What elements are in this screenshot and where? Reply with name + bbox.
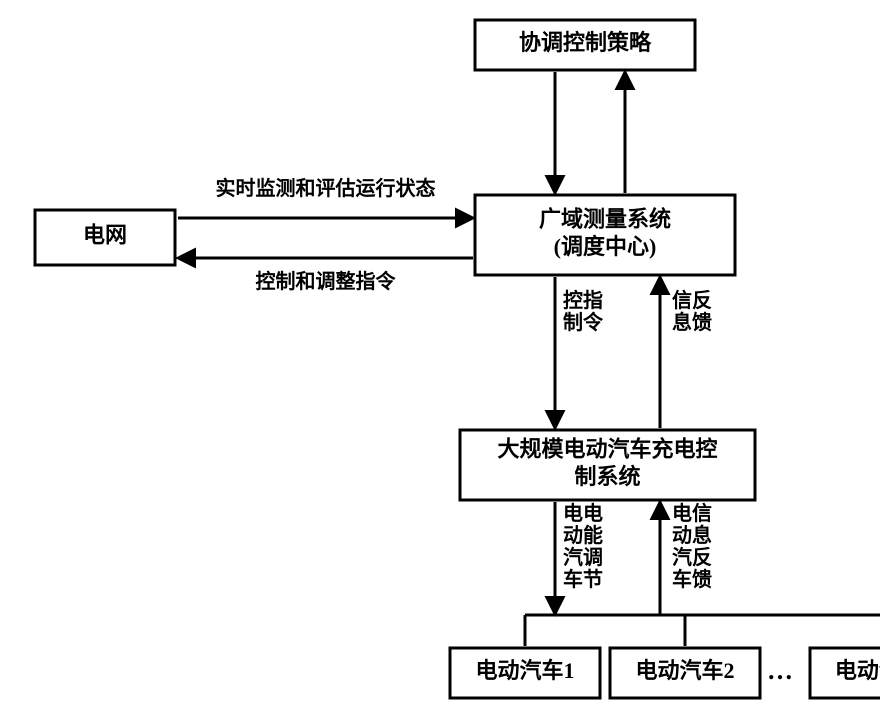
node-ev2: 电动汽车2 <box>610 648 760 698</box>
svg-text:电动汽车n: 电动汽车n <box>835 658 880 683</box>
label-dispatch-to-control: 控制指令 <box>563 288 604 334</box>
label-control-to-bus: 电动汽车 电能调节 <box>563 502 603 591</box>
svg-text:汽: 汽 <box>563 545 583 569</box>
node-grid: 电网 <box>35 210 175 265</box>
svg-text:电: 电 <box>583 502 603 525</box>
svg-text:指: 指 <box>583 288 603 312</box>
label-bus-to-control: 电动汽车 信息反馈 <box>672 501 712 591</box>
node-strategy: 协调控制策略 <box>475 20 695 70</box>
svg-text:电动汽车2: 电动汽车2 <box>635 658 734 683</box>
svg-text:汽: 汽 <box>672 545 692 569</box>
svg-text:电: 电 <box>672 502 692 525</box>
svg-text:广域测量系统: 广域测量系统 <box>539 206 671 231</box>
svg-text:控: 控 <box>563 288 583 312</box>
svg-text:电网: 电网 <box>83 223 127 248</box>
svg-text:大规模电动汽车充电控: 大规模电动汽车充电控 <box>497 436 717 461</box>
svg-text:息: 息 <box>692 523 712 547</box>
svg-text:息: 息 <box>672 310 692 334</box>
svg-text:信: 信 <box>672 288 692 312</box>
svg-text:制: 制 <box>563 311 583 334</box>
svg-text:信: 信 <box>692 501 712 525</box>
ellipsis: … <box>767 656 793 685</box>
node-ev1: 电动汽车1 <box>450 648 600 698</box>
svg-text:(调度中心): (调度中心) <box>554 234 657 259</box>
node-control: 大规模电动汽车充电控制系统 <box>460 430 755 500</box>
node-dispatch: 广域测量系统 (调度中心) <box>475 195 735 275</box>
node-evn: 电动汽车n <box>810 648 880 698</box>
svg-text:协调控制策略: 协调控制策略 <box>519 30 652 55</box>
svg-text:电动汽车1: 电动汽车1 <box>475 658 574 683</box>
svg-text:车: 车 <box>672 567 692 591</box>
svg-text:令: 令 <box>583 310 604 334</box>
svg-text:反: 反 <box>692 546 712 569</box>
svg-text:反: 反 <box>692 289 712 312</box>
svg-text:车: 车 <box>563 567 583 591</box>
svg-text:馈: 馈 <box>692 567 712 591</box>
svg-text:馈: 馈 <box>692 310 712 334</box>
svg-text:制系统: 制系统 <box>574 464 640 489</box>
svg-text:能: 能 <box>583 523 603 547</box>
label-grid-to-dispatch: 实时监测和评估运行状态 <box>216 176 436 200</box>
svg-text:电: 电 <box>563 502 583 525</box>
svg-text:动: 动 <box>563 524 583 547</box>
label-control-to-dispatch: 信息反馈 <box>672 288 712 334</box>
svg-text:动: 动 <box>672 524 692 547</box>
label-dispatch-to-grid: 控制和调整指令 <box>256 269 397 293</box>
svg-text:调: 调 <box>583 546 603 569</box>
svg-text:节: 节 <box>583 567 603 591</box>
